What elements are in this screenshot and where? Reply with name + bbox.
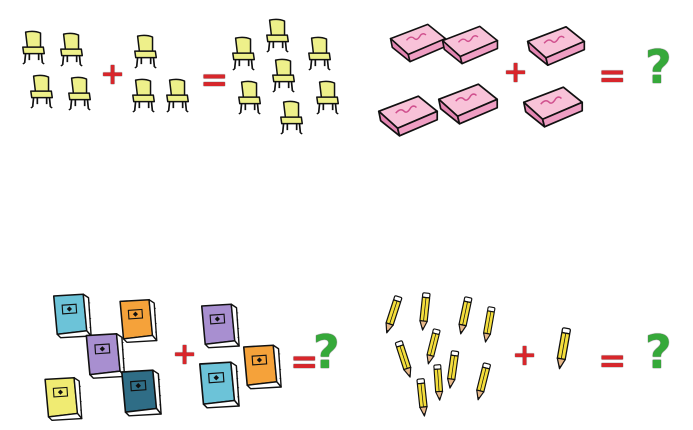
pencil-icon xyxy=(473,362,492,402)
plus-sign: + xyxy=(503,55,529,90)
book-icon xyxy=(52,293,92,339)
chair-icon xyxy=(165,78,190,113)
book-icon xyxy=(85,332,126,380)
chair-icon xyxy=(279,100,304,135)
book-icon xyxy=(119,298,158,344)
pencil-icon xyxy=(456,296,473,336)
chair-icon xyxy=(307,36,332,71)
chair-icon xyxy=(21,30,46,65)
book-icon xyxy=(120,369,162,417)
eraser-group-b xyxy=(522,25,586,128)
book-icon xyxy=(200,303,240,349)
eraser-icon xyxy=(377,95,439,137)
pencil-icon xyxy=(394,339,415,379)
equals-sign: = xyxy=(598,56,627,96)
eraser-icon xyxy=(522,86,584,128)
chair-icon xyxy=(59,32,84,67)
pencil-icon xyxy=(554,326,572,371)
pencil-icon xyxy=(416,377,429,418)
chair-icon xyxy=(131,78,156,113)
pencil-icon xyxy=(481,306,496,344)
chair-group-a xyxy=(21,30,92,111)
chair-result-group xyxy=(231,18,340,135)
pencil-icon xyxy=(382,294,403,335)
pencil-icon xyxy=(424,328,441,366)
equals-sign: = xyxy=(290,342,319,382)
equals-sign: = xyxy=(200,60,229,100)
book-icon xyxy=(198,361,240,409)
chair-icon xyxy=(67,76,92,111)
pencil-group-b xyxy=(554,326,572,371)
eraser-icon xyxy=(437,83,499,125)
pencil-group-a xyxy=(382,292,496,418)
chair-group-b xyxy=(131,34,190,113)
pencil-icon xyxy=(418,292,431,332)
chair-icon xyxy=(231,36,256,71)
question-mark: ? xyxy=(313,325,340,379)
chair-icon xyxy=(315,80,340,115)
question-mark: ? xyxy=(645,40,672,94)
eraser-icon xyxy=(526,25,586,67)
pencil-icon xyxy=(433,364,444,402)
plus-sign: + xyxy=(512,338,538,373)
book-icon xyxy=(44,376,83,422)
chair-icon xyxy=(133,34,158,69)
chair-icon xyxy=(29,74,54,109)
chair-icon xyxy=(237,80,262,115)
chair-icon xyxy=(265,18,290,53)
equals-sign: = xyxy=(598,341,627,381)
eraser-icon xyxy=(389,23,447,63)
chair-icon xyxy=(271,58,296,93)
question-mark: ? xyxy=(645,325,672,379)
eraser-icon xyxy=(441,25,499,65)
plus-sign: + xyxy=(172,337,198,372)
book-group-b xyxy=(198,303,282,409)
book-icon xyxy=(242,344,282,390)
plus-sign: + xyxy=(100,57,126,92)
eraser-group-a xyxy=(377,23,499,137)
book-group-a xyxy=(44,293,162,422)
pencil-icon xyxy=(445,350,460,390)
